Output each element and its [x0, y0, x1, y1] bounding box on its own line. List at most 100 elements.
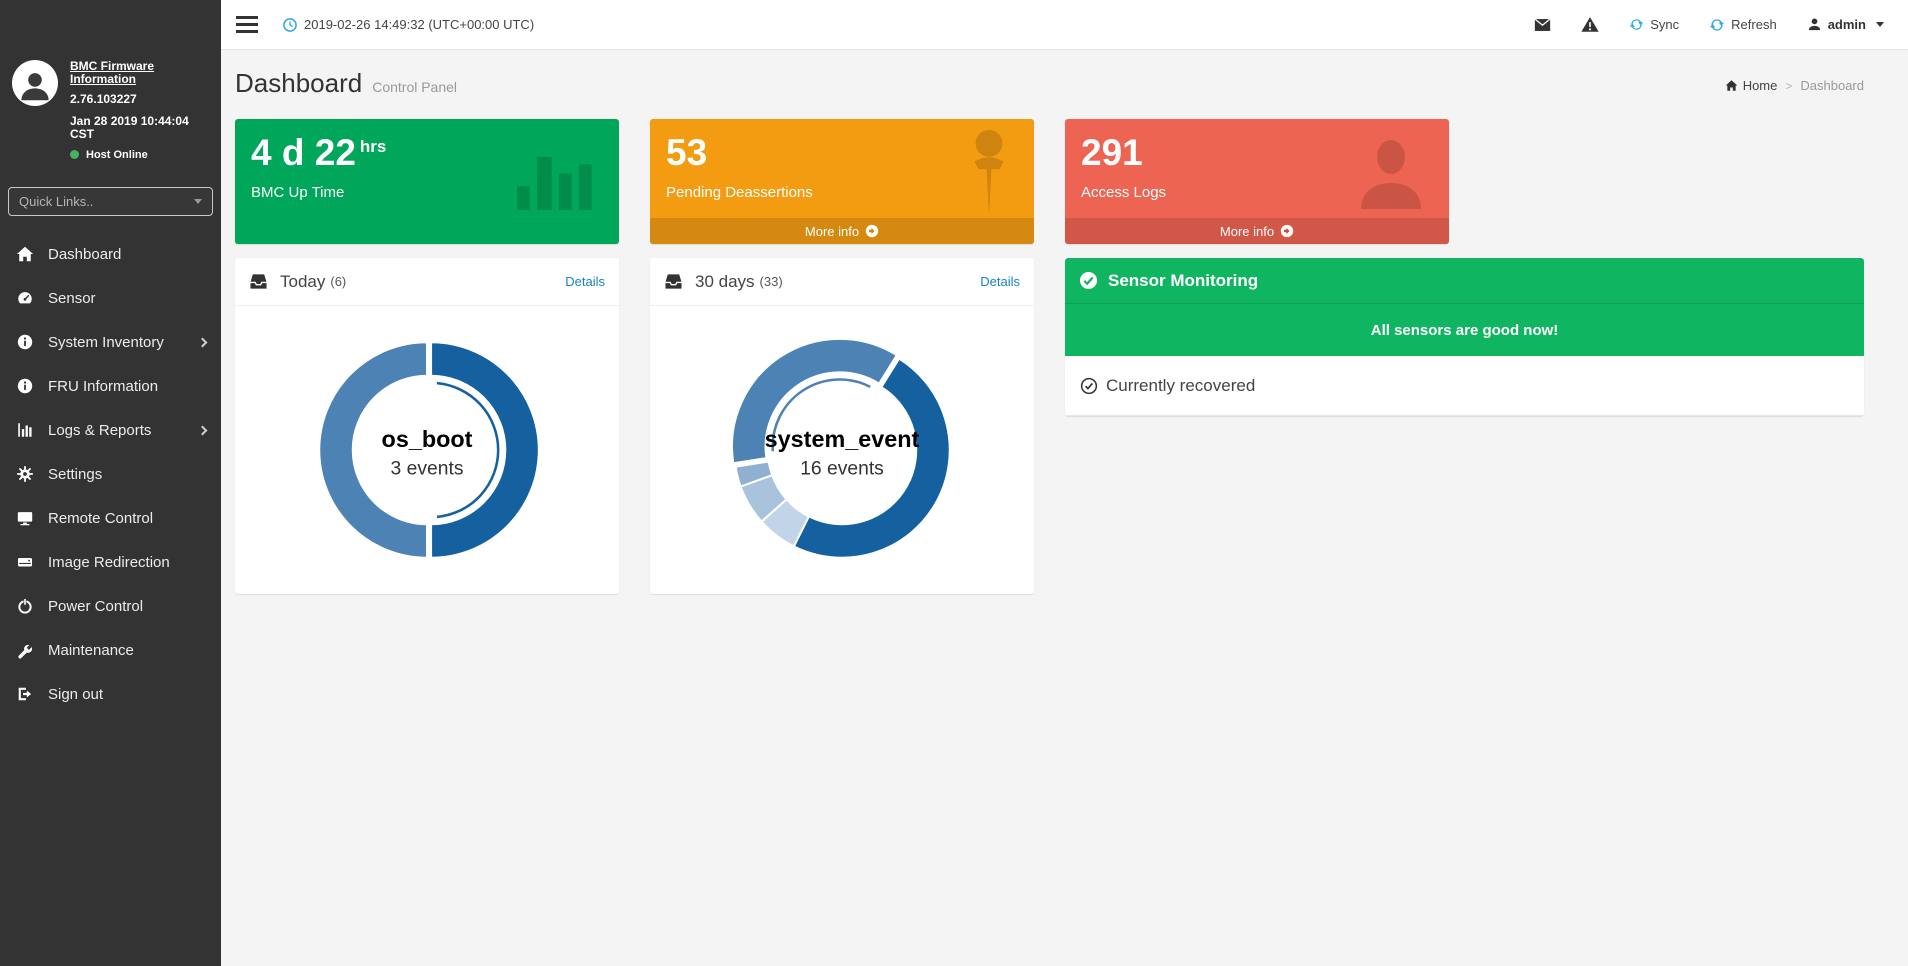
- sidebar: BMC Firmware Information 2.76.103227 Jan…: [0, 0, 221, 966]
- access-logs-card: 291 Access Logs More info: [1065, 119, 1449, 244]
- thirty-days-events-panel: 30 days (33) Details system_event 16 even…: [650, 258, 1034, 594]
- inbox-icon: [665, 274, 682, 289]
- home-icon: [1725, 80, 1738, 91]
- bar-chart-icon: [517, 157, 592, 210]
- sidebar-item-dashboard[interactable]: Dashboard: [0, 232, 221, 276]
- sidebar-item-system-inventory[interactable]: System Inventory: [0, 320, 221, 364]
- svg-text:16 events: 16 events: [800, 458, 884, 479]
- warning-icon: [1581, 17, 1599, 32]
- host-status-label: Host Online: [86, 148, 148, 161]
- sidebar-item-logs-reports[interactable]: Logs & Reports: [0, 408, 221, 452]
- inbox-icon: [250, 274, 267, 289]
- breadcrumb-current: Dashboard: [1800, 78, 1864, 93]
- today-events-panel: Today (6) Details os_boot 3 events: [235, 258, 619, 594]
- panel-title: 30 days: [695, 271, 755, 291]
- chevron-right-icon: [197, 425, 208, 435]
- uptime-value: 4 d 22: [251, 132, 356, 173]
- sensor-monitoring-panel: Sensor Monitoring All sensors are good n…: [1065, 258, 1864, 416]
- sidebar-nav: Dashboard Sensor System Inventory FRU In…: [0, 232, 221, 716]
- clock-icon: [283, 17, 297, 32]
- arrow-circle-right-icon: [1280, 224, 1294, 238]
- bar-chart-icon: [15, 421, 35, 439]
- firmware-date: Jan 28 2019 10:44:04 CST: [70, 113, 189, 141]
- thirty-days-details-link[interactable]: Details: [980, 274, 1020, 289]
- page-subtitle: Control Panel: [372, 79, 458, 95]
- bmc-uptime-card: 4 d 22 hrs BMC Up Time: [235, 119, 619, 244]
- gear-icon: [15, 465, 35, 483]
- uptime-label: BMC Up Time: [251, 183, 345, 201]
- svg-text:system_event: system_event: [765, 426, 920, 452]
- username: admin: [1827, 17, 1866, 32]
- sidebar-item-settings[interactable]: Settings: [0, 452, 221, 496]
- refresh-button[interactable]: Refresh: [1709, 17, 1777, 33]
- hdd-icon: [15, 553, 35, 571]
- user-icon: [1808, 18, 1820, 31]
- check-circle-icon: [1079, 271, 1098, 290]
- page-title: Dashboard: [235, 68, 363, 98]
- host-online-dot: [70, 150, 79, 160]
- topbar: 2019-02-26 14:49:32 (UTC+00:00 UTC) Sync…: [221, 0, 1908, 50]
- access-logs-label: Access Logs: [1081, 183, 1167, 201]
- sidebar-item-maintenance[interactable]: Maintenance: [0, 628, 221, 672]
- svg-text:3 events: 3 events: [391, 458, 464, 479]
- bmc-timestamp: 2019-02-26 14:49:32 (UTC+00:00 UTC): [282, 17, 534, 33]
- content: Dashboard Control Panel Home > Dashboard…: [221, 50, 1908, 966]
- sync-button[interactable]: Sync: [1629, 17, 1679, 32]
- envelope-icon: [1534, 18, 1551, 31]
- pending-deassertions-more-info[interactable]: More info: [650, 218, 1034, 244]
- quick-links-select[interactable]: Quick Links..: [8, 187, 213, 217]
- breadcrumb: Home > Dashboard: [1725, 78, 1864, 93]
- breadcrumb-home-link[interactable]: Home: [1725, 78, 1777, 93]
- sign-out-icon: [15, 685, 35, 703]
- access-logs-value: 291: [1081, 132, 1143, 173]
- user-icon: [21, 72, 49, 101]
- messages-button[interactable]: [1534, 18, 1551, 32]
- user-menu[interactable]: admin: [1807, 17, 1884, 32]
- pending-deassertions-card: 53 Pending Deassertions More info: [650, 119, 1034, 244]
- sidebar-item-sign-out[interactable]: Sign out: [0, 672, 221, 716]
- arrow-circle-right-icon: [865, 224, 879, 238]
- alerts-button[interactable]: [1581, 16, 1599, 33]
- pending-deassertions-label: Pending Deassertions: [666, 183, 813, 201]
- firmware-profile: BMC Firmware Information 2.76.103227 Jan…: [0, 0, 221, 161]
- main-area: 2019-02-26 14:49:32 (UTC+00:00 UTC) Sync…: [221, 0, 1908, 966]
- info-icon: [15, 333, 35, 351]
- pushpin-icon: [974, 129, 1004, 216]
- today-events-donut-chart[interactable]: os_boot 3 events: [305, 328, 549, 572]
- refresh-icon: [1709, 18, 1725, 31]
- menu-toggle-button[interactable]: [236, 12, 260, 37]
- bmc-firmware-info-link[interactable]: BMC Firmware Information: [70, 59, 155, 87]
- breadcrumb-separator: >: [1785, 78, 1793, 93]
- info-icon: [15, 377, 35, 395]
- panel-title: Today: [280, 271, 326, 291]
- firmware-version: 2.76.103227: [70, 92, 137, 107]
- check-circle-outline-icon: [1080, 377, 1098, 394]
- power-icon: [15, 597, 35, 615]
- sidebar-item-remote-control[interactable]: Remote Control: [0, 496, 221, 540]
- access-logs-more-info[interactable]: More info: [1065, 218, 1449, 244]
- sensor-recovered-row[interactable]: Currently recovered: [1065, 356, 1864, 416]
- monitor-icon: [15, 509, 35, 527]
- sidebar-item-sensor[interactable]: Sensor: [0, 276, 221, 320]
- sensor-panel-title: Sensor Monitoring: [1108, 270, 1259, 290]
- sidebar-item-power-control[interactable]: Power Control: [0, 584, 221, 628]
- today-details-link[interactable]: Details: [565, 274, 605, 289]
- summary-cards: 4 d 22 hrs BMC Up Time 53 Pending Deasser…: [235, 119, 1864, 244]
- pending-deassertions-value: 53: [666, 132, 708, 173]
- host-status: Host Online: [70, 149, 211, 161]
- sensor-monitoring-header[interactable]: Sensor Monitoring: [1065, 258, 1864, 304]
- panel-event-count: (33): [759, 274, 783, 289]
- person-silhouette-icon: [1361, 140, 1421, 209]
- wrench-icon: [15, 641, 35, 659]
- quick-links-placeholder: Quick Links..: [19, 194, 94, 210]
- svg-text:os_boot: os_boot: [382, 426, 473, 452]
- sidebar-item-image-redirection[interactable]: Image Redirection: [0, 540, 221, 584]
- sidebar-item-fru-information[interactable]: FRU Information: [0, 364, 221, 408]
- sync-icon: [1630, 19, 1644, 30]
- caret-down-icon: [194, 199, 202, 205]
- thirty-days-events-donut-chart[interactable]: system_event 16 events: [720, 328, 964, 572]
- caret-down-icon: [1876, 22, 1884, 27]
- chevron-right-icon: [197, 337, 208, 347]
- avatar: [12, 60, 58, 106]
